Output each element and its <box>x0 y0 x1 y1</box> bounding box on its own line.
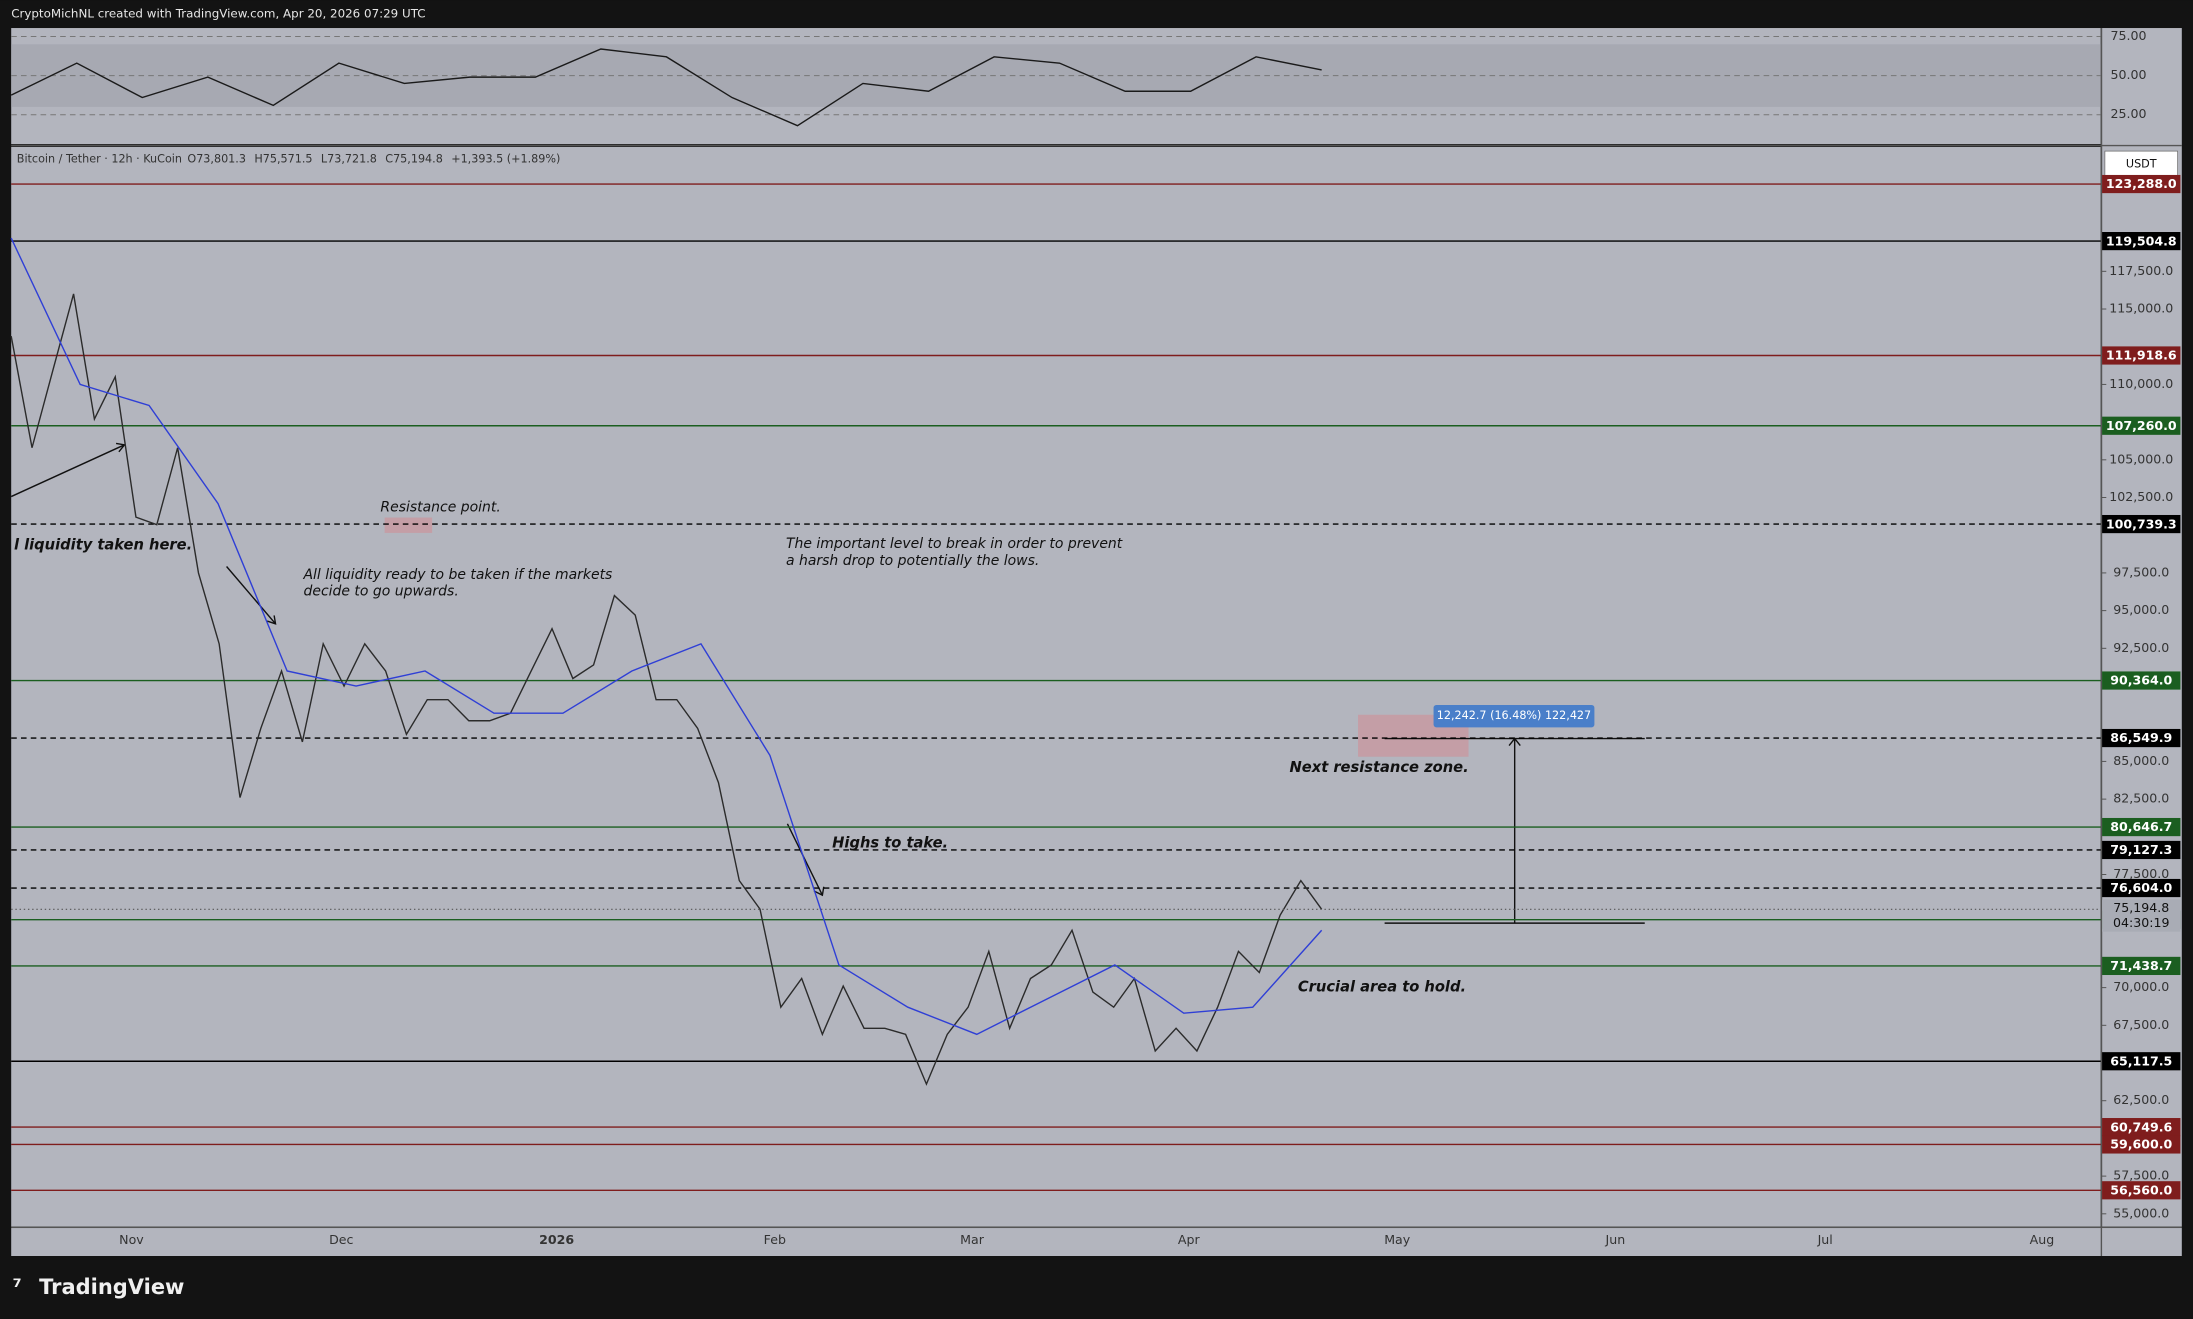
price-label: 71,438.7 <box>2110 958 2172 973</box>
price-label-box <box>2102 671 2181 690</box>
y-tick-label: 57,500.0 <box>2113 1168 2169 1183</box>
price-label: 65,117.5 <box>2110 1053 2172 1068</box>
x-tick-label: Dec <box>329 1232 353 1247</box>
x-tick-label: Jun <box>1605 1232 1626 1247</box>
x-tick-label: Apr <box>1178 1232 1201 1247</box>
measure-label: 12,242.7 (16.48%) 122,427 <box>1437 709 1591 722</box>
annotation: All liquidity ready to be taken if the m… <box>302 567 612 583</box>
measure-box <box>1433 704 1595 728</box>
y-tick-label: 92,500.0 <box>2113 640 2169 655</box>
annotation: Next resistance zone. <box>1290 759 1469 776</box>
ohlc-value: C75,194.8 <box>385 153 443 166</box>
price-label: 86,549.9 <box>2110 730 2172 745</box>
y-tick-label: 95,000.0 <box>2113 602 2169 617</box>
ohlc-value: H75,571.5 <box>254 153 312 166</box>
price-label: 123,288.0 <box>2106 176 2177 191</box>
x-tick-label: Feb <box>764 1232 786 1247</box>
series-line <box>10 48 1322 127</box>
y-tick-label: 85,000.0 <box>2113 753 2169 768</box>
annotation: a harsh drop to potentially the lows. <box>786 553 1039 569</box>
price-label: 119,504.8 <box>2106 233 2177 248</box>
currency-box <box>2104 150 2178 177</box>
y-tick-label: 75.00 <box>2110 28 2146 43</box>
arrow <box>226 566 277 625</box>
countdown: 04:30:19 <box>2113 915 2170 930</box>
price-label-box <box>2102 728 2181 748</box>
price-label-box <box>2102 1135 2181 1154</box>
arrow-head <box>813 886 825 897</box>
x-tick-label: 2026 <box>539 1232 574 1247</box>
price-label: 79,127.3 <box>2110 842 2172 857</box>
price-label-box <box>2102 174 2181 194</box>
series-line <box>10 237 1323 1036</box>
resistance-box <box>384 517 433 533</box>
y-tick-label: 97,500.0 <box>2113 564 2169 579</box>
y-tick-label: 102,500.0 <box>2109 489 2173 504</box>
price-label: 60,749.6 <box>2110 1119 2172 1134</box>
ohlc-value: L73,721.8 <box>321 153 377 166</box>
y-tick-label: 67,500.0 <box>2113 1017 2169 1032</box>
price-label: 111,918.6 <box>2106 348 2177 363</box>
y-tick-label: 115,000.0 <box>2109 301 2173 316</box>
price-label: 100,739.3 <box>2106 516 2177 531</box>
price-label: 59,600.0 <box>2110 1137 2172 1152</box>
header: CryptoMichNL created with TradingView.co… <box>11 7 425 21</box>
annotation: Crucial area to hold. <box>1298 978 1466 995</box>
x-tick-label: Nov <box>119 1232 144 1247</box>
price-label: 80,646.7 <box>2110 819 2172 834</box>
x-tick-label: Jul <box>1817 1232 1833 1247</box>
price-label: 56,560.0 <box>2110 1182 2172 1197</box>
price-label-box <box>2102 1181 2181 1200</box>
footer: TradingView <box>39 1275 184 1299</box>
price-label-box <box>2102 878 2181 898</box>
x-tick-label: Mar <box>960 1232 985 1247</box>
price-axis <box>2102 28 2182 1227</box>
logo: ⁷ <box>13 1275 22 1299</box>
y-tick-label: 110,000.0 <box>2109 376 2173 391</box>
y-tick-label: 77,500.0 <box>2113 866 2169 881</box>
y-tick-label: 55,000.0 <box>2113 1205 2169 1220</box>
arrow <box>10 444 125 498</box>
price-label-box <box>2102 514 2181 534</box>
ohlc-value: +1,393.5 (+1.89%) <box>451 153 560 166</box>
y-tick-label: 82,500.0 <box>2113 791 2169 806</box>
price-label-box <box>2102 346 2181 365</box>
price-label-box <box>2102 1052 2181 1071</box>
ohlc-value: O73,801.3 <box>187 153 246 166</box>
price-label-box <box>2102 956 2181 976</box>
price-label: 90,364.0 <box>2110 673 2172 688</box>
price-pane <box>11 146 2101 1227</box>
time-axis <box>11 1228 2182 1257</box>
x-tick-label: Aug <box>2030 1232 2055 1247</box>
annotation: Resistance point. <box>380 500 500 516</box>
price-label: 107,260.0 <box>2106 418 2177 433</box>
price-label: 76,604.0 <box>2110 880 2172 895</box>
y-tick-label: 117,500.0 <box>2109 263 2173 278</box>
annotation: decide to go upwards. <box>303 584 458 600</box>
last-price-label: 75,194.8 <box>2113 900 2169 915</box>
y-tick-label: 62,500.0 <box>2113 1092 2169 1107</box>
price-label-box <box>2102 416 2181 435</box>
series-line <box>10 293 1323 1086</box>
annotation: The important level to break in order to… <box>786 536 1123 552</box>
price-label-box <box>2102 840 2181 860</box>
chart-title: Bitcoin / Tether · 12h · KuCoin <box>17 153 182 166</box>
y-tick-label: 25.00 <box>2110 106 2146 121</box>
arrow-head <box>266 615 277 625</box>
annotation: l liquidity taken here. <box>14 537 192 554</box>
price-label-box <box>2102 1118 2181 1137</box>
annotation: Highs to take. <box>832 834 948 851</box>
arrow-head <box>115 442 126 453</box>
currency: USDT <box>2126 157 2157 170</box>
price-label-box <box>2102 231 2181 251</box>
y-tick-label: 105,000.0 <box>2109 451 2173 466</box>
price-label-box <box>2102 817 2181 837</box>
last-price-box <box>2102 899 2181 932</box>
y-tick-label: 50.00 <box>2110 67 2146 82</box>
x-tick-label: May <box>1384 1232 1411 1247</box>
y-tick-label: 70,000.0 <box>2113 979 2169 994</box>
